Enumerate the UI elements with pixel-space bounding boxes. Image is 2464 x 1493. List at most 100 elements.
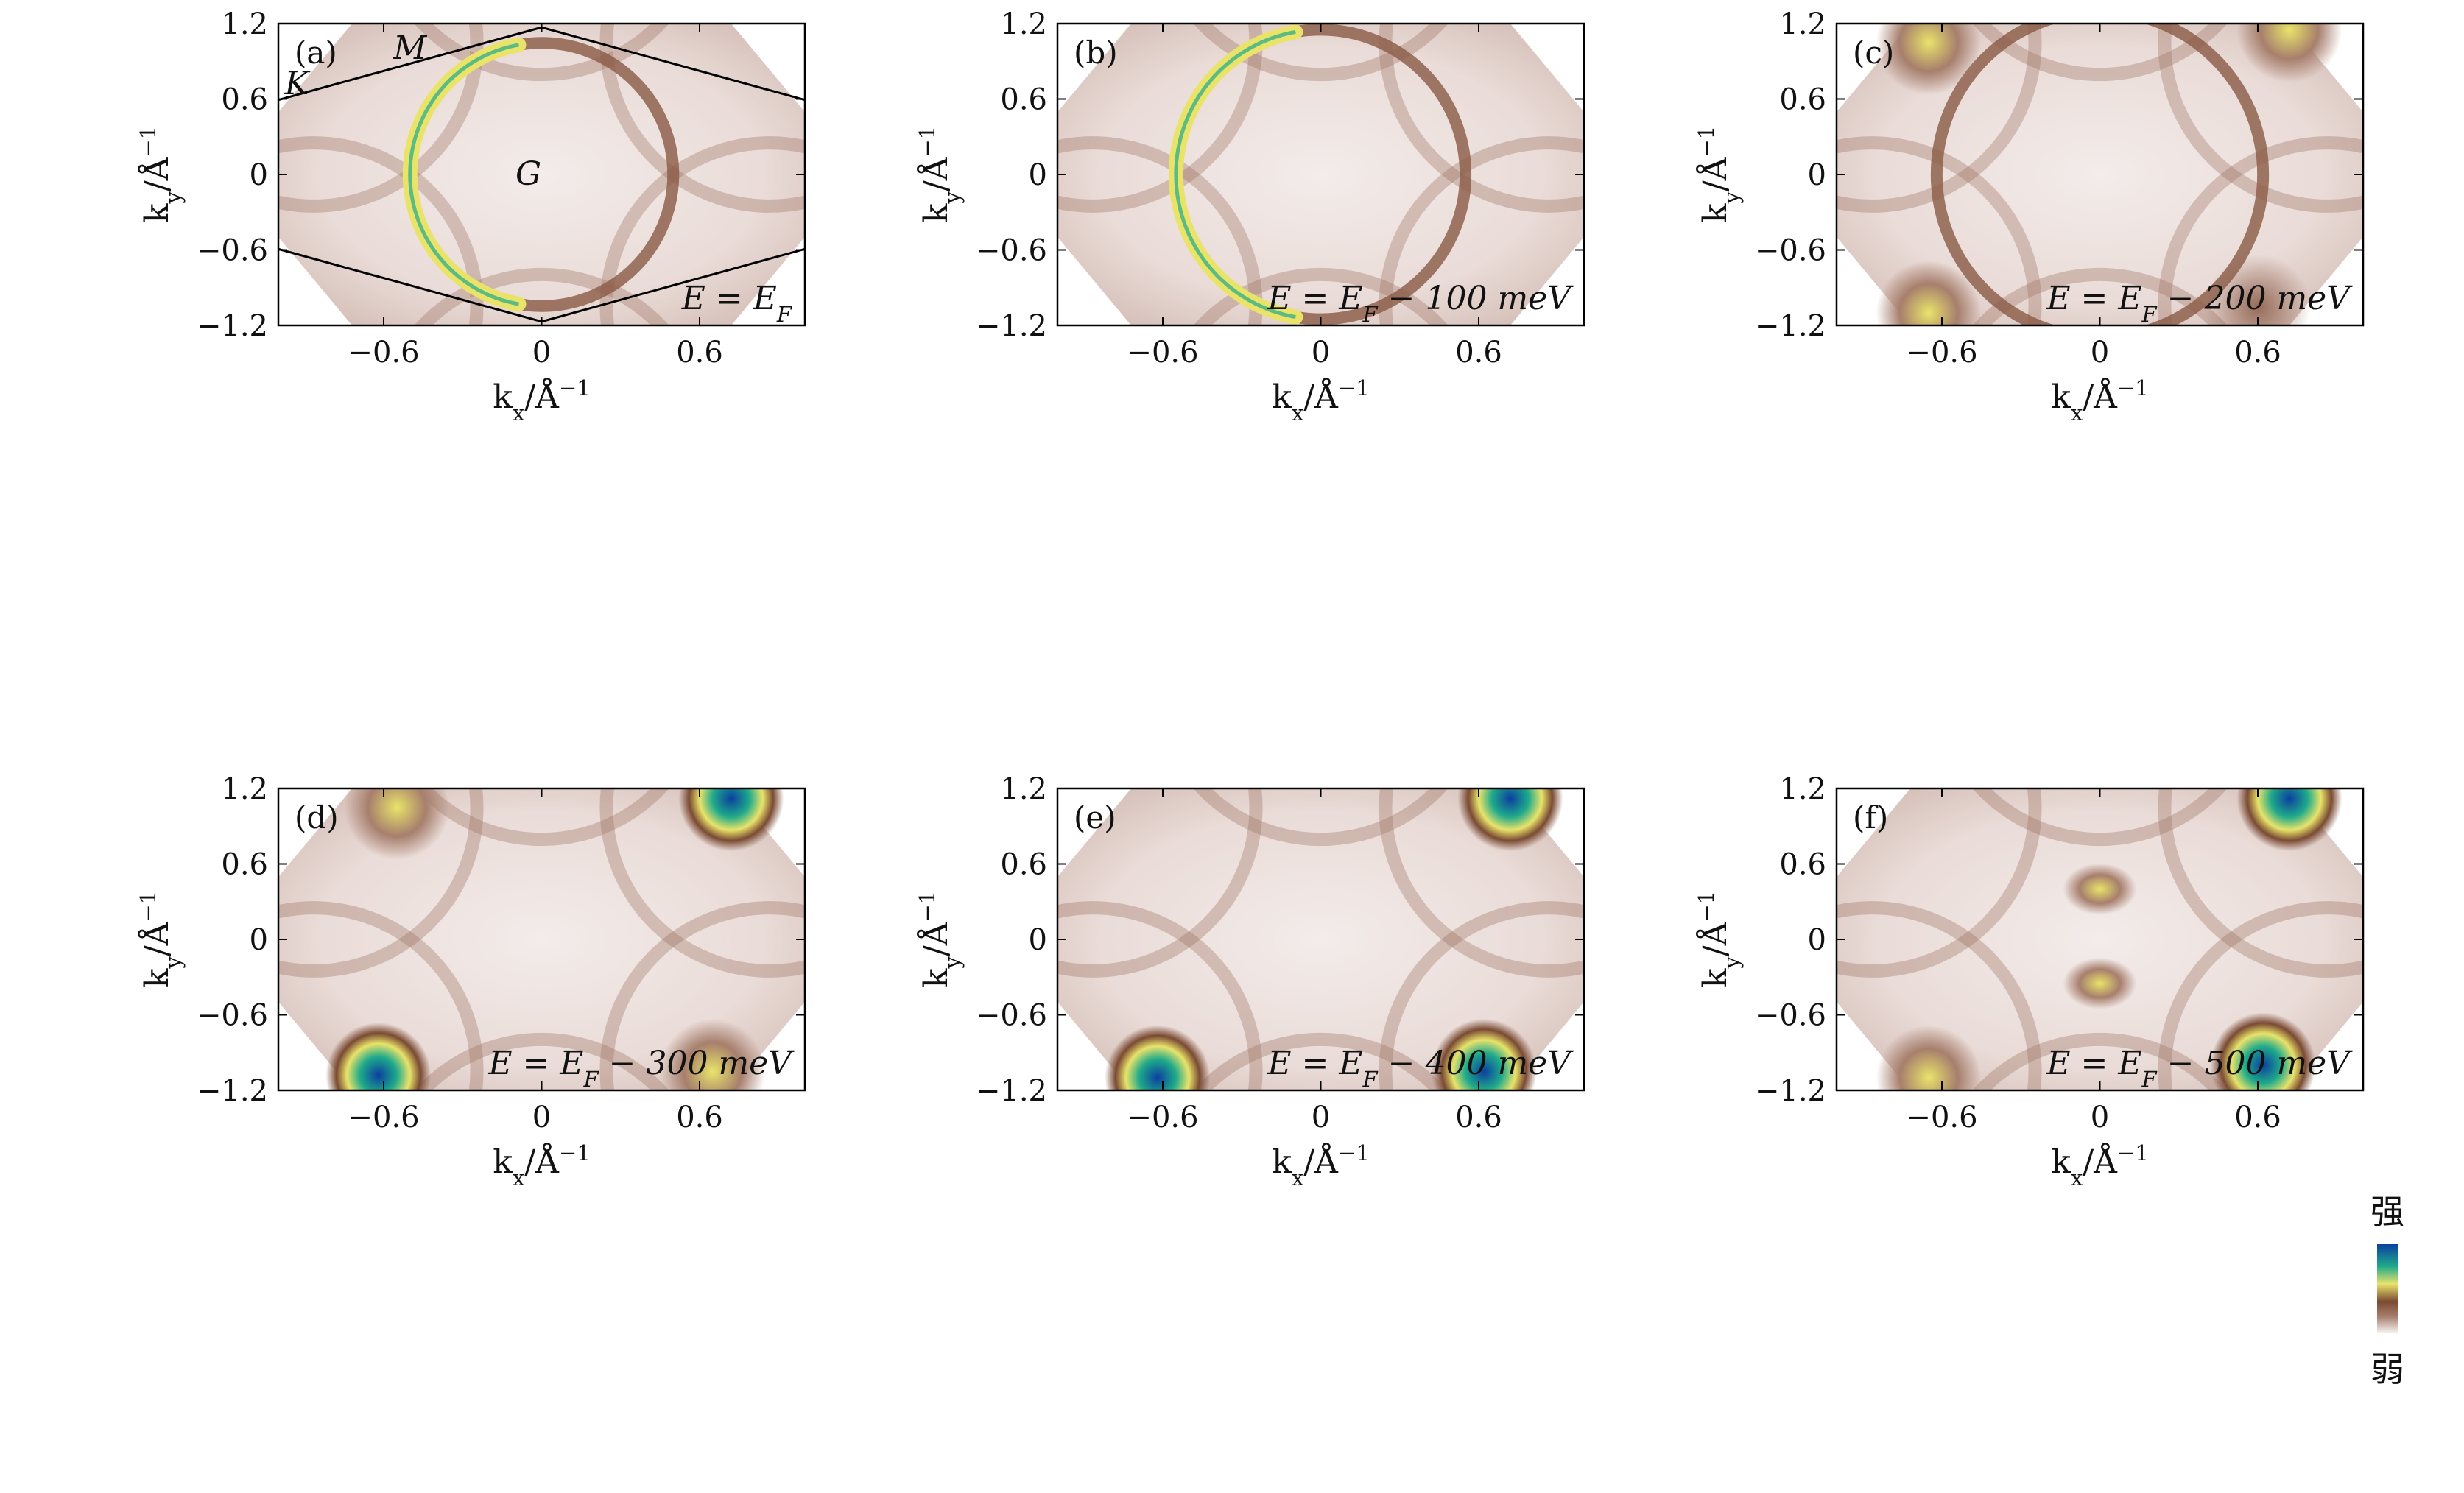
x-tick-label: 0 (1312, 336, 1330, 370)
x-tick-label: 0.6 (2234, 336, 2281, 370)
y-tick-label: −1.2 (197, 309, 268, 343)
band-arc (599, 788, 805, 978)
x-tick-label: 0 (1312, 1101, 1330, 1134)
x-axis-label: kx/Å−1 (493, 375, 590, 426)
symmetry-point-G: G (515, 155, 541, 193)
x-tick-label: −0.6 (348, 336, 419, 370)
y-tick-label: −1.2 (976, 309, 1047, 343)
corner-hotspot (1876, 24, 1982, 96)
y-tick-label: 0.6 (1000, 83, 1047, 117)
panel-b: −0.6 0 0.6 1.2 0.6 0 −0.6 −1.2 kx/Å−1 ky/Å−1 (b) E … (915, 7, 1585, 426)
band-arc (414, 788, 669, 847)
y-tick-label: 1.2 (1779, 7, 1826, 41)
y-tick-label: −0.6 (976, 999, 1047, 1033)
panel-f: −0.6 0 0.6 1.2 0.6 0 −0.6 −1.2 kx/Å−1 ky/Å−1 (f) E … (1694, 772, 2365, 1190)
y-axis-label: ky/Å−1 (915, 126, 965, 223)
band-arc (1837, 24, 2042, 213)
x-axis-label: kx/Å−1 (1272, 375, 1369, 426)
y-tick-label: 0 (250, 158, 268, 192)
x-tick-label: 0 (2091, 1101, 2109, 1134)
y-tick-label: −0.6 (197, 234, 268, 268)
x-tick-label: 0.6 (2234, 1101, 2281, 1134)
band-arc (1057, 901, 1263, 1090)
y-tick-label: 0 (1029, 158, 1047, 192)
intensity-background (1837, 24, 2363, 325)
corner-hotspot (2205, 253, 2311, 325)
y-tick-label: 0 (1808, 923, 1826, 957)
panel-d: −0.6 0 0.6 1.2 0.6 0 −0.6 −1.2 kx/Å−1 ky/Å−1 (d) E … (135, 772, 806, 1190)
band-arc (278, 136, 484, 325)
band-arc (414, 267, 669, 325)
x-tick-label: 0.6 (676, 336, 723, 370)
band-arc (1837, 136, 2042, 325)
band-arc (278, 901, 484, 1090)
panel-label: (e) (1074, 800, 1116, 836)
y-tick-label: −0.6 (1755, 999, 1826, 1033)
colorbar-low-label: 弱 (2370, 1349, 2404, 1389)
symmetry-point-M: M (393, 29, 427, 67)
x-tick-label: 0 (532, 1101, 551, 1134)
x-tick-label: 0 (2091, 336, 2109, 370)
intensity-spot (2063, 863, 2137, 915)
corner-hotspot (1431, 1018, 1537, 1090)
y-tick-label: 0 (250, 923, 268, 957)
x-tick-label: 0.6 (1455, 336, 1502, 370)
pocket-ring (1930, 24, 2270, 325)
y-tick-label: −0.6 (197, 999, 268, 1033)
heatmap-area (1057, 24, 1584, 325)
panel-label: (c) (1853, 35, 1894, 71)
x-axis-label: kx/Å−1 (1272, 1140, 1369, 1190)
band-arc (1837, 788, 2042, 978)
band-arc (2158, 136, 2363, 325)
y-tick-label: 0.6 (1779, 83, 1826, 117)
band-arc (1193, 267, 1449, 325)
band-arc (1837, 901, 2042, 1090)
panel-a: G M K −0.6 0 0.6 1.2 0.6 0 −0.6 −1.2 kx/Å−1 ky/Å−1 (a… (135, 7, 806, 426)
y-tick-label: −1.2 (197, 1074, 268, 1108)
corner-hotspot (660, 1018, 766, 1090)
panel-c: −0.6 0 0.6 1.2 0.6 0 −0.6 −1.2 kx/Å−1 ky/Å−1 (c) E … (1694, 7, 2365, 426)
x-tick-label: −0.6 (348, 1101, 419, 1134)
band-arc (278, 788, 484, 978)
band-arc (414, 1032, 669, 1090)
band-arc (1972, 788, 2228, 847)
colorbar: 强 弱 (2370, 1192, 2404, 1389)
band-arc (1972, 267, 2228, 325)
band-arc (1972, 1032, 2228, 1090)
y-tick-label: 0.6 (221, 848, 268, 882)
band-arc (599, 901, 805, 1090)
intensity-background (1837, 788, 2363, 1090)
y-axis-label: ky/Å−1 (1694, 891, 1744, 988)
band-arc (1193, 1032, 1449, 1090)
x-axis-label: kx/Å−1 (2051, 375, 2148, 426)
heatmap-area (1837, 24, 2363, 325)
y-tick-label: −0.6 (976, 234, 1047, 268)
corner-hotspot (2236, 788, 2342, 852)
heatmap-area (278, 788, 805, 1090)
corner-hotspot (1457, 788, 1563, 852)
y-tick-label: −1.2 (1755, 1074, 1826, 1108)
band-arc (1057, 788, 1263, 978)
panel-label: (b) (1074, 35, 1118, 71)
panel-label: (a) (295, 35, 337, 71)
y-tick-label: 0.6 (1779, 848, 1826, 882)
x-tick-label: 0.6 (676, 1101, 723, 1134)
x-tick-label: −0.6 (1127, 336, 1198, 370)
corner-hotspot (1876, 260, 1982, 325)
band-arc (599, 136, 805, 325)
band-arc (414, 24, 669, 82)
intensity-background (1057, 788, 1584, 1090)
x-tick-label: −0.6 (1906, 336, 1977, 370)
x-tick-label: −0.6 (1127, 1101, 1198, 1134)
band-arc (2158, 901, 2363, 1090)
y-tick-label: −1.2 (1755, 309, 1826, 343)
y-tick-label: 1.2 (221, 7, 268, 41)
energy-label: E = EF − 100 meV (1267, 280, 1574, 327)
corner-hotspot (678, 788, 784, 852)
corner-hotspot (2210, 1012, 2316, 1090)
x-axis-label: kx/Å−1 (493, 1140, 590, 1190)
heatmap-area (1057, 788, 1584, 1090)
band-arc (599, 24, 805, 213)
corner-hotspot (344, 788, 450, 861)
y-tick-label: 1.2 (221, 772, 268, 806)
